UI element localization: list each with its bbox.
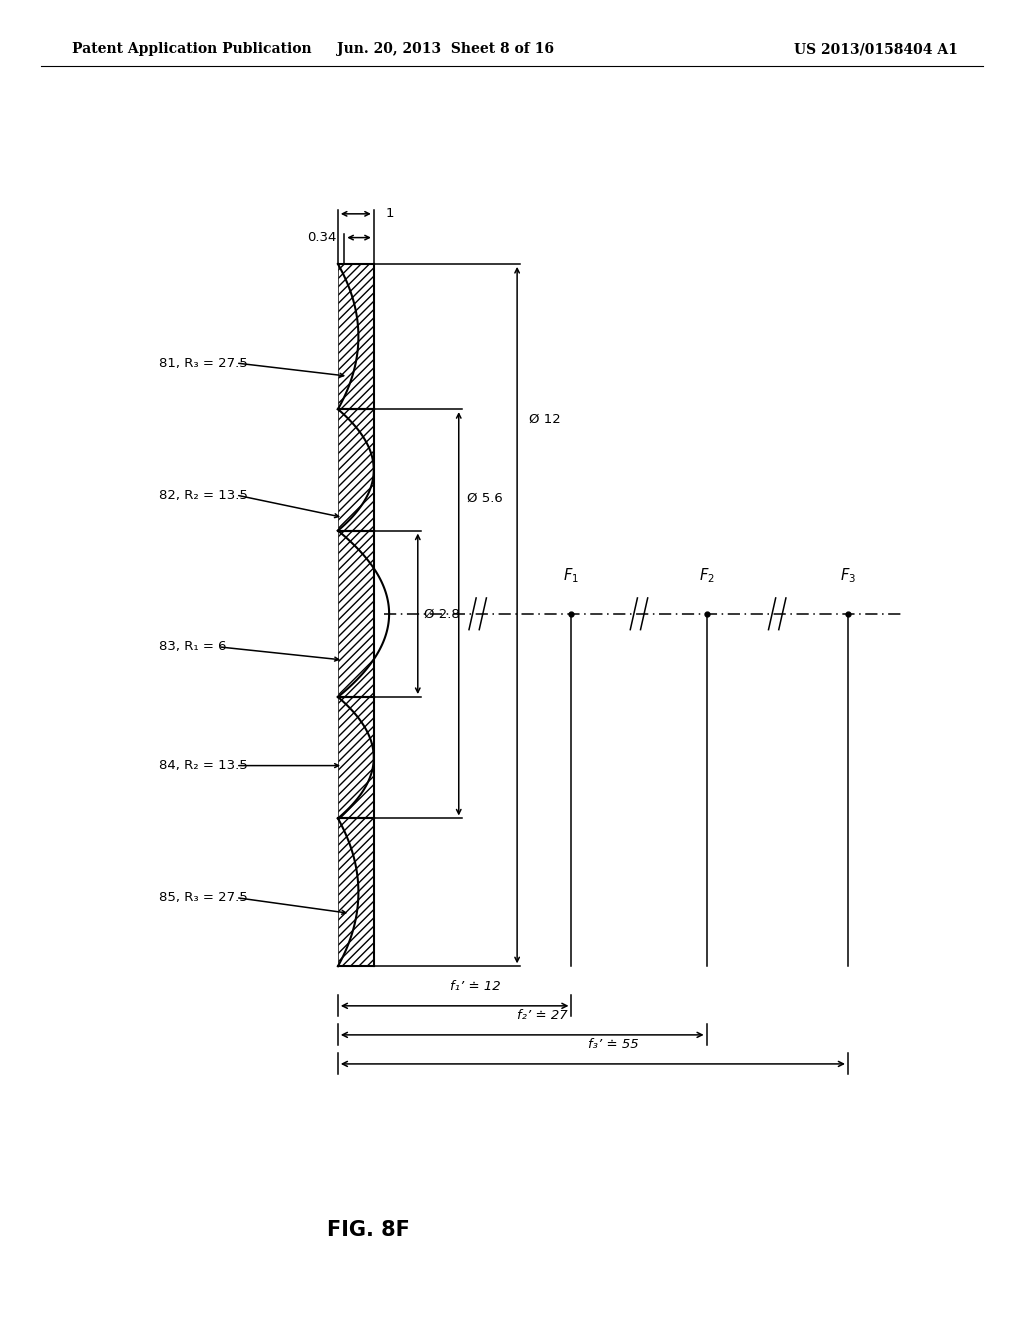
Text: $F_3$: $F_3$ (840, 566, 856, 585)
Text: US 2013/0158404 A1: US 2013/0158404 A1 (794, 42, 957, 57)
Bar (338, 818, 374, 966)
Text: Ø 2.8: Ø 2.8 (424, 607, 460, 620)
Bar (338, 409, 374, 531)
Text: $F_1$: $F_1$ (563, 566, 580, 585)
Text: f₃’ ≐ 55: f₃’ ≐ 55 (588, 1038, 639, 1051)
Text: 82, R₂ = 13.5: 82, R₂ = 13.5 (159, 488, 248, 502)
Text: f₁’ ≐ 12: f₁’ ≐ 12 (450, 979, 501, 993)
Text: 81, R₃ = 27.5: 81, R₃ = 27.5 (159, 356, 248, 370)
Text: 0.34: 0.34 (307, 231, 336, 244)
Text: 1: 1 (386, 207, 394, 220)
Text: 83, R₁ = 6: 83, R₁ = 6 (159, 640, 226, 653)
Text: Ø 5.6: Ø 5.6 (467, 492, 503, 504)
Text: 85, R₃ = 27.5: 85, R₃ = 27.5 (159, 891, 248, 904)
Text: f₂’ ≐ 27: f₂’ ≐ 27 (517, 1008, 568, 1022)
Bar (338, 697, 374, 818)
Text: Ø 12: Ø 12 (529, 413, 561, 425)
Text: 84, R₂ = 13.5: 84, R₂ = 13.5 (159, 759, 248, 772)
Bar (338, 264, 374, 409)
Text: Jun. 20, 2013  Sheet 8 of 16: Jun. 20, 2013 Sheet 8 of 16 (337, 42, 554, 57)
Text: Patent Application Publication: Patent Application Publication (72, 42, 311, 57)
Bar (338, 531, 374, 697)
Text: $F_2$: $F_2$ (698, 566, 715, 585)
Text: FIG. 8F: FIG. 8F (328, 1220, 410, 1241)
